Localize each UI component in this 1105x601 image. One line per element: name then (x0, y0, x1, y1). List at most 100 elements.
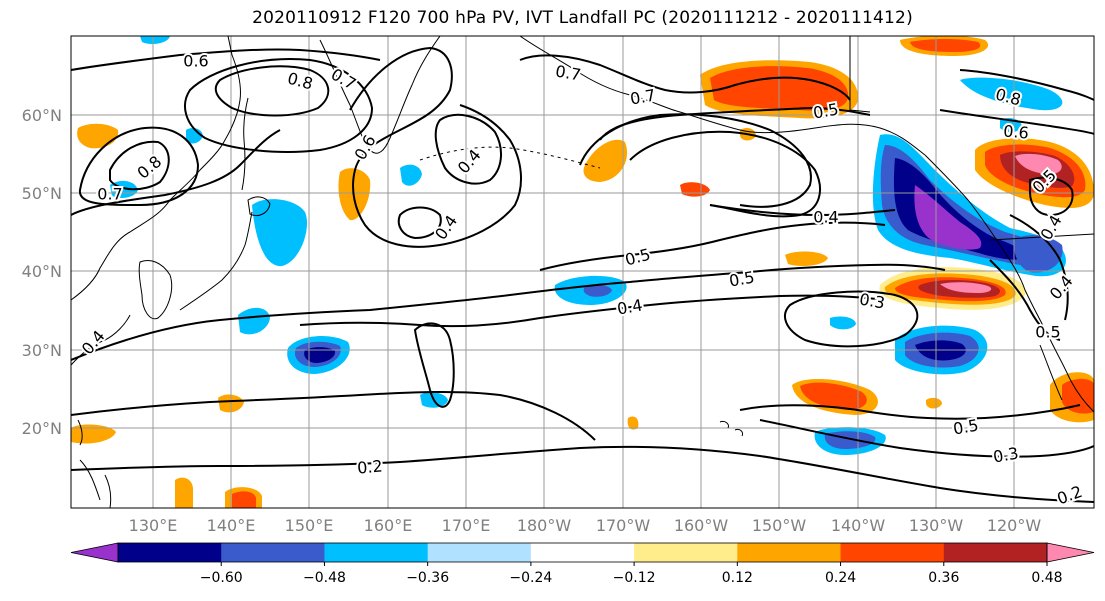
colorbar-swatch (427, 543, 532, 562)
contour-0.8-ne (959, 69, 1094, 101)
contour-label: 0.5 (728, 267, 756, 290)
contour-0.5-south (739, 404, 1081, 420)
colorbar-tick-label: 0.48 (1031, 570, 1062, 586)
taiwan (77, 419, 83, 446)
colorbar-swatch (118, 543, 222, 562)
lon-label-120w: 120°W (987, 516, 1042, 535)
positive-anomaly-tiny-2 (926, 397, 942, 409)
kamchatka (319, 36, 441, 154)
lon-label-130e: 130°E (129, 516, 178, 535)
contour-central-loop (413, 322, 455, 408)
contour-0.5-ring (349, 46, 522, 248)
colorbar-border (117, 542, 1048, 563)
contour-0.4-ne (709, 204, 896, 217)
positive-anomaly-east-edge-2 (1062, 378, 1094, 414)
contour-label: 0.6 (183, 52, 208, 71)
positive-anomaly-40n-coast-core (940, 282, 992, 293)
alaska-coast (519, 36, 926, 156)
colorbar-swatch (840, 543, 945, 562)
negative-anomaly-japan (252, 199, 308, 267)
lon-label-150e: 150°E (285, 516, 334, 535)
yukon-border (849, 36, 871, 113)
lat-label-50n: 50°N (22, 184, 62, 203)
contour-label: 0.6 (1003, 121, 1030, 142)
positive-anomaly-bottom-2-core (232, 491, 256, 508)
contour-0.5-ne (1029, 176, 1074, 217)
contour-0.6-top (71, 48, 381, 71)
asia-coast (71, 36, 241, 301)
negative-anomaly-50n-west2 (400, 164, 422, 186)
graticule (71, 36, 1094, 508)
negative-anomaly-35n (238, 307, 270, 335)
na-coast (924, 154, 1094, 413)
canada-border (989, 233, 1094, 241)
hawaii (719, 421, 743, 437)
pv-contours (71, 46, 1094, 503)
positive-anomaly-top-right-2 (910, 39, 981, 52)
lat-label-20n: 20°N (22, 419, 62, 438)
contour-label: 0.4 (813, 208, 838, 227)
coastlines (71, 36, 1094, 508)
contour-label: 0.2 (356, 456, 383, 477)
colorbar-tick-label: −0.12 (613, 570, 656, 586)
colorbar-extend-high (1046, 542, 1095, 563)
sakhalin (241, 97, 249, 191)
baja (1039, 344, 1063, 401)
contour-0.4-ne-coast (1009, 214, 1069, 321)
colorbar-tick-label: −0.36 (406, 570, 449, 586)
lon-label-140w: 140°W (831, 516, 886, 535)
lon-label-140e: 140°E (207, 516, 256, 535)
colorbar-extend-low (70, 542, 119, 563)
colorbar-swatch (634, 543, 738, 562)
contour-0.4-central (299, 294, 886, 328)
lat-label-60n: 60°N (22, 106, 62, 125)
contour-0.5-ne-coast (989, 259, 1061, 341)
contour-0.8-left (214, 65, 330, 117)
contour-0.2-south (71, 445, 1094, 503)
positive-anomaly-ne-core (1015, 153, 1062, 174)
ivt-shading (71, 36, 1094, 508)
colorbar-tick-label: −0.24 (509, 570, 552, 586)
negative-anomaly-gulf-alaska-core (914, 185, 982, 250)
contour-0.3-south (759, 419, 1094, 458)
negative-anomaly-small-1 (830, 316, 856, 330)
contour-label: 0.5 (1035, 323, 1060, 342)
negative-anomaly-40n-central-2 (583, 284, 612, 297)
lat-label-30n: 30°N (22, 341, 62, 360)
japan-honshu (179, 211, 253, 311)
colorbar-swatch (737, 543, 842, 562)
contour-0.7-alaska (519, 54, 851, 101)
colorbar-tick-label: −0.60 (200, 570, 243, 586)
contour-0.2-west (71, 390, 596, 441)
colorbar-swatch (324, 543, 429, 562)
lon-label-160e: 160°E (364, 516, 413, 535)
contour-0.4-small (397, 206, 442, 240)
colorbar-tick-label: 0.24 (825, 570, 856, 586)
lon-label-180w: 180°W (517, 516, 572, 535)
positive-anomaly-tiny-3 (627, 416, 639, 430)
negative-anomaly-55n-west (186, 128, 203, 144)
negative-anomaly-30n-west-core (304, 347, 336, 363)
lon-label-130w: 130°W (909, 516, 964, 535)
colorbar-tick-label: 0.36 (928, 570, 959, 586)
map-title: 2020110912 F120 700 hPa PV, IVT Landfall… (252, 8, 913, 28)
colorbar-swatch (221, 543, 325, 562)
longitude-labels: 130°E 140°E 150°E 160°E 170°E 180°W 170°… (129, 516, 1042, 535)
negative-anomaly-top-left (140, 36, 170, 44)
contour-0.6-west (71, 129, 281, 216)
korea (138, 260, 173, 320)
lat-label-40n: 40°N (22, 262, 62, 281)
positive-anomaly-small-b (785, 251, 828, 266)
colorbar-tick-label: 0.12 (722, 570, 753, 586)
contour-0.8-west (109, 140, 170, 191)
colorbar-tick-label: −0.48 (303, 570, 346, 586)
philippines (79, 459, 112, 508)
contour-0.5-central (71, 263, 946, 361)
lon-label-150w: 150°W (752, 516, 807, 535)
colorbar-ticks: −0.60 −0.48 −0.36 −0.24 −0.12 0.12 0.24 0.36 0.4… (200, 562, 1063, 586)
contour-0.7 (184, 58, 374, 153)
contour-0.6-central (539, 221, 886, 271)
contour-0.4-mid (434, 113, 502, 185)
map-frame (70, 35, 1095, 509)
